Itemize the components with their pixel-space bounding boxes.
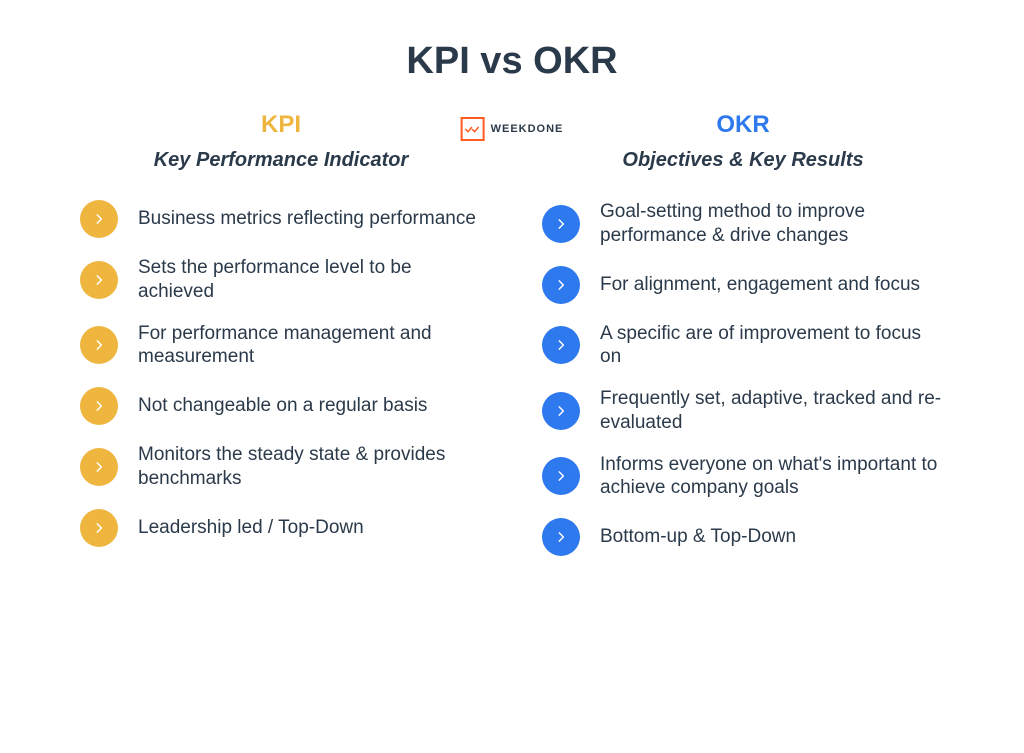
okr-subheading: Objectives & Key Results [542,149,944,172]
list-item-text: Business metrics reflecting performance [138,207,476,231]
list-item-text: For performance management and measureme… [138,322,482,370]
okr-column: OKR Objectives & Key Results Goal-settin… [542,111,944,574]
list-item: Leadership led / Top-Down [80,509,482,547]
list-item-text: Sets the performance level to be achieve… [138,256,482,304]
okr-heading: OKR [542,111,944,139]
chevron-right-icon [542,392,580,430]
brand-logo-text: WEEKDONE [491,123,564,135]
okr-list: Goal-setting method to improve performan… [542,200,944,556]
list-item: Informs everyone on what's important to … [542,453,944,501]
chevron-right-icon [542,457,580,495]
chevron-right-icon [80,509,118,547]
kpi-heading: KPI [80,111,482,139]
list-item: For performance management and measureme… [80,322,482,370]
kpi-column: KPI Key Performance Indicator Business m… [80,111,482,574]
list-item-text: Not changeable on a regular basis [138,394,427,418]
list-item: Sets the performance level to be achieve… [80,256,482,304]
list-item: A specific are of improvement to focus o… [542,322,944,370]
brand-logo-mark [461,117,485,141]
brand-logo: WEEKDONE [461,117,564,141]
list-item-text: For alignment, engagement and focus [600,273,920,297]
list-item: For alignment, engagement and focus [542,266,944,304]
chevron-right-icon [542,266,580,304]
list-item: Not changeable on a regular basis [80,387,482,425]
chevron-right-icon [542,205,580,243]
list-item: Goal-setting method to improve performan… [542,200,944,248]
page-title: KPI vs OKR [80,40,944,83]
comparison-columns: WEEKDONE KPI Key Performance Indicator B… [80,111,944,574]
chevron-right-icon [542,326,580,364]
chevron-right-icon [80,326,118,364]
list-item-text: Informs everyone on what's important to … [600,453,944,501]
list-item-text: Bottom-up & Top-Down [600,525,796,549]
list-item-text: Monitors the steady state & provides ben… [138,443,482,491]
kpi-subheading: Key Performance Indicator [80,149,482,172]
chevron-right-icon [80,448,118,486]
list-item: Frequently set, adaptive, tracked and re… [542,387,944,435]
chevron-right-icon [80,261,118,299]
list-item-text: Frequently set, adaptive, tracked and re… [600,387,944,435]
list-item: Bottom-up & Top-Down [542,518,944,556]
chevron-right-icon [542,518,580,556]
list-item: Monitors the steady state & provides ben… [80,443,482,491]
chevron-right-icon [80,200,118,238]
chevron-right-icon [80,387,118,425]
list-item: Business metrics reflecting performance [80,200,482,238]
list-item-text: A specific are of improvement to focus o… [600,322,944,370]
list-item-text: Goal-setting method to improve performan… [600,200,944,248]
list-item-text: Leadership led / Top-Down [138,516,364,540]
kpi-list: Business metrics reflecting performance S… [80,200,482,547]
